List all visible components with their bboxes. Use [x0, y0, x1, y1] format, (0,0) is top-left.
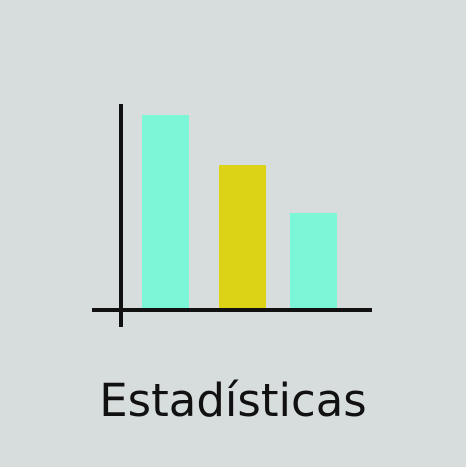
icon-bar-3 — [290, 213, 337, 308]
tile-label: Estadísticas — [99, 373, 367, 427]
icon-bar-1 — [142, 115, 189, 308]
icon-bar-2 — [219, 165, 266, 308]
